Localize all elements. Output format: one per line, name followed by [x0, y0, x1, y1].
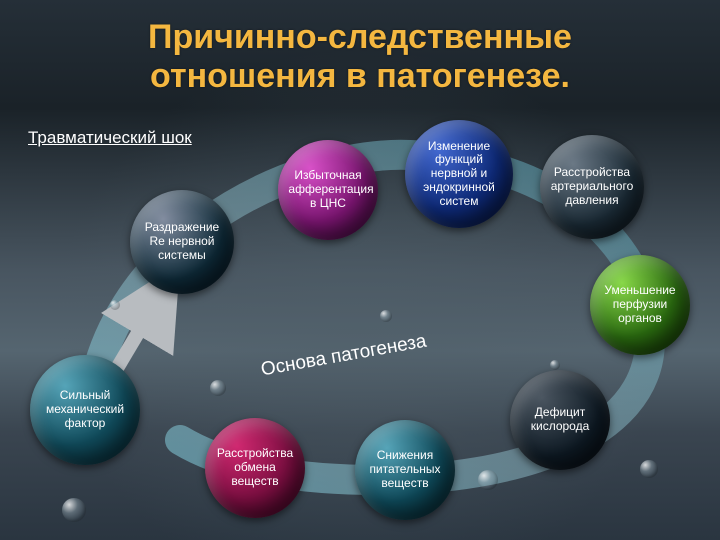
bubble-decoration — [640, 460, 658, 478]
subtitle: Травматический шок — [28, 128, 192, 148]
node-n3: Избыточная афферентация в ЦНС — [278, 140, 378, 240]
node-label: Изменение функций нервной и эндокринной … — [416, 140, 502, 209]
node-n6: Уменьшение перфузии органов — [590, 255, 690, 355]
node-n1: Сильный механический фактор — [30, 355, 140, 465]
node-label: Уменьшение перфузии органов — [600, 284, 679, 325]
node-n4: Изменение функций нервной и эндокринной … — [405, 120, 513, 228]
node-n8: Снижения питательных веществ — [355, 420, 455, 520]
node-label: Расстройства артериального давления — [551, 166, 634, 207]
node-label: Раздражение Re нервной системы — [141, 221, 224, 262]
title-line1: Причинно-следственные — [148, 18, 572, 56]
title-line2: отношения в патогенезе. — [150, 57, 570, 95]
node-label: Снижения питательных веществ — [365, 449, 444, 490]
page-title: Причинно-следственные отношения в патоге… — [0, 0, 720, 106]
bubble-decoration — [550, 360, 560, 370]
node-label: Избыточная афферентация в ЦНС — [288, 169, 367, 210]
node-n5: Расстройства артериального давления — [540, 135, 644, 239]
node-n2: Раздражение Re нервной системы — [130, 190, 234, 294]
bubble-decoration — [380, 310, 392, 322]
center-label: Основа патогенеза — [259, 331, 428, 382]
node-label: Сильный механический фактор — [41, 389, 129, 430]
node-label: Расстройства обмена веществ — [215, 447, 294, 488]
node-label: Дефицит кислорода — [520, 406, 599, 434]
node-n7: Дефицит кислорода — [510, 370, 610, 470]
bubble-decoration — [62, 498, 86, 522]
node-n9: Расстройства обмена веществ — [205, 418, 305, 518]
bubble-decoration — [210, 380, 226, 396]
bubble-decoration — [110, 300, 120, 310]
bubble-decoration — [478, 470, 498, 490]
